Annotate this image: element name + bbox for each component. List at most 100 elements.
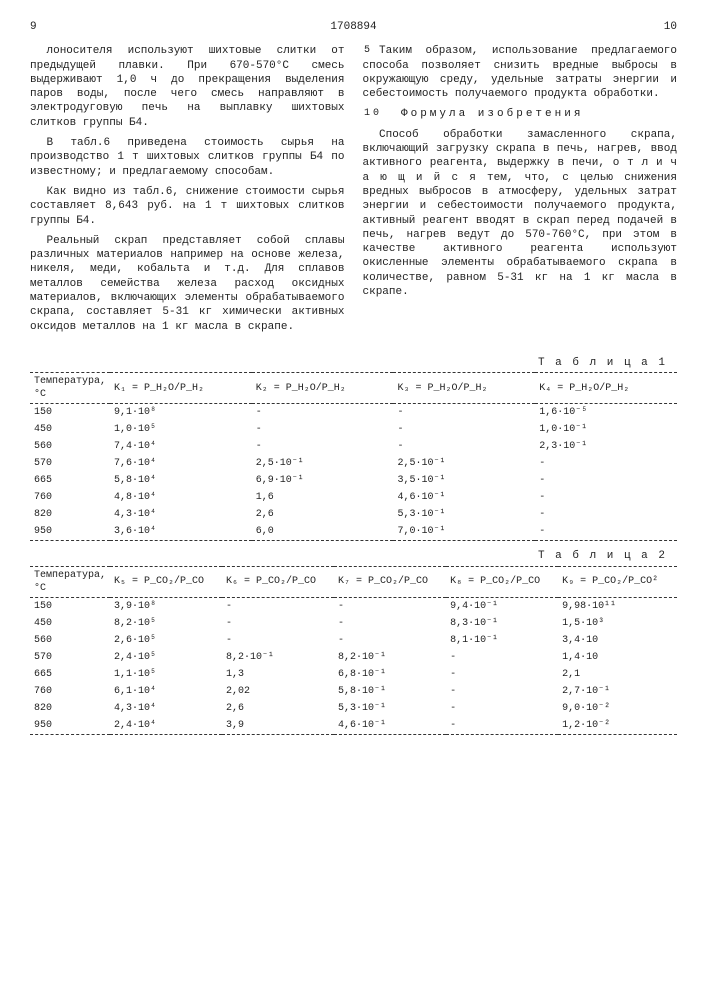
table-row: 7606,1·10⁴2,025,8·10⁻¹-2,7·10⁻¹ [30, 683, 677, 700]
table1-body: 1509,1·10⁸--1,6·10⁻⁵4501,0·10⁵--1,0·10⁻¹… [30, 404, 677, 541]
table-cell: 950 [30, 523, 110, 541]
table-cell: - [446, 683, 558, 700]
table-cell: 1,6·10⁻⁵ [535, 404, 677, 422]
line-no-5: 5 [348, 44, 371, 57]
patent-number: 1708894 [192, 20, 516, 34]
table-cell: 570 [30, 455, 110, 472]
table-cell: 570 [30, 649, 110, 666]
table-cell: 450 [30, 615, 110, 632]
table-cell: 6,8·10⁻¹ [334, 666, 446, 683]
table-row: 6655,8·10⁴6,9·10⁻¹3,5·10⁻¹- [30, 472, 677, 489]
text-columns: лоносителя используют шихтовые слитки от… [30, 44, 677, 340]
table-row: 4508,2·10⁵--8,3·10⁻¹1,5·10³ [30, 615, 677, 632]
table-row: 8204,3·10⁴2,65,3·10⁻¹-9,0·10⁻² [30, 700, 677, 717]
tables-section: Т а б л и ц а 1 Температура, °C K₁ = P_H… [30, 356, 677, 735]
table-cell: - [252, 421, 394, 438]
table-cell: 5,3·10⁻¹ [334, 700, 446, 717]
table-2: Температура, °C K₅ = P_CO₂/P_CO K₆ = P_C… [30, 566, 677, 735]
table-cell: 560 [30, 632, 110, 649]
t1-h0: Температура, °C [30, 373, 110, 404]
table-cell: - [334, 597, 446, 615]
table-1: Температура, °C K₁ = P_H₂O/P_H₂ K₂ = P_H… [30, 372, 677, 541]
table-cell: 7,0·10⁻¹ [393, 523, 535, 541]
table-row: 1509,1·10⁸--1,6·10⁻⁵ [30, 404, 677, 422]
table-cell: - [334, 632, 446, 649]
table-cell: - [222, 632, 334, 649]
table-cell: 1,6 [252, 489, 394, 506]
table-cell: 4,8·10⁴ [110, 489, 252, 506]
line-no-10: 10 [348, 107, 383, 120]
table-cell: 7,6·10⁴ [110, 455, 252, 472]
table-row: 5602,6·10⁵--8,1·10⁻¹3,4·10 [30, 632, 677, 649]
table-cell: 3,5·10⁻¹ [393, 472, 535, 489]
table-cell: 1,0·10⁻¹ [535, 421, 677, 438]
table-cell: 5,8·10⁻¹ [334, 683, 446, 700]
table-cell: 1,0·10⁵ [110, 421, 252, 438]
table-cell: 2,4·10⁴ [110, 717, 222, 735]
table-cell: - [222, 597, 334, 615]
table-cell: - [446, 717, 558, 735]
table-cell: 9,0·10⁻² [558, 700, 677, 717]
t2-h5: K₉ = P_CO₂/P_CO² [558, 566, 677, 597]
table-cell: 6,9·10⁻¹ [252, 472, 394, 489]
table-cell: 2,5·10⁻¹ [252, 455, 394, 472]
table-cell: 760 [30, 683, 110, 700]
t2-h3: K₇ = P_CO₂/P_CO [334, 566, 446, 597]
table-cell: 150 [30, 597, 110, 615]
table-row: 9503,6·10⁴6,07,0·10⁻¹- [30, 523, 677, 541]
table-cell: - [446, 700, 558, 717]
table-cell: 6,0 [252, 523, 394, 541]
table-cell: - [393, 438, 535, 455]
table-cell: 2,3·10⁻¹ [535, 438, 677, 455]
table-cell: 3,6·10⁴ [110, 523, 252, 541]
t2-h0: Температура, °C [30, 566, 110, 597]
table-cell: 1,4·10 [558, 649, 677, 666]
formula-title: 10Формула изобретения [363, 107, 678, 121]
table-cell: 820 [30, 506, 110, 523]
table-cell: 3,9·10⁸ [110, 597, 222, 615]
table-row: 5702,4·10⁵8,2·10⁻¹8,2·10⁻¹-1,4·10 [30, 649, 677, 666]
table-cell: - [222, 615, 334, 632]
left-column: лоносителя используют шихтовые слитки от… [30, 44, 345, 340]
table-cell: 4,3·10⁴ [110, 700, 222, 717]
table2-caption: Т а б л и ц а 2 [30, 549, 667, 563]
table-row: 4501,0·10⁵--1,0·10⁻¹ [30, 421, 677, 438]
table-cell: 3,4·10 [558, 632, 677, 649]
table-cell: 4,6·10⁻¹ [393, 489, 535, 506]
para-l3: Как видно из табл.6, снижение стоимости … [30, 185, 345, 228]
table1-caption: Т а б л и ц а 1 [30, 356, 667, 370]
table-cell: - [535, 489, 677, 506]
table-cell: 8,2·10⁵ [110, 615, 222, 632]
table-cell: - [446, 649, 558, 666]
table-cell: 7,4·10⁴ [110, 438, 252, 455]
table-cell: 8,1·10⁻¹ [446, 632, 558, 649]
t2-h4: K₈ = P_CO₂/P_CO [446, 566, 558, 597]
table-cell: 1,5·10³ [558, 615, 677, 632]
table-cell: 4,6·10⁻¹ [334, 717, 446, 735]
para-l2: В табл.6 приведена стоимость сырья на пр… [30, 136, 345, 179]
table-cell: 9,4·10⁻¹ [446, 597, 558, 615]
table-row: 1503,9·10⁸--9,4·10⁻¹9,98·10¹¹ [30, 597, 677, 615]
para-l1: лоносителя используют шихтовые слитки от… [30, 44, 345, 130]
table-cell: - [393, 404, 535, 422]
table-cell: - [446, 666, 558, 683]
table-cell: 450 [30, 421, 110, 438]
table-row: 9502,4·10⁴3,94,6·10⁻¹-1,2·10⁻² [30, 717, 677, 735]
table-row: 5607,4·10⁴--2,3·10⁻¹ [30, 438, 677, 455]
table-cell: 1,2·10⁻² [558, 717, 677, 735]
table-cell: 760 [30, 489, 110, 506]
table-cell: 2,02 [222, 683, 334, 700]
table-cell: - [252, 438, 394, 455]
table-cell: 2,7·10⁻¹ [558, 683, 677, 700]
table-cell: - [535, 523, 677, 541]
table-cell: 4,3·10⁴ [110, 506, 252, 523]
table-cell: 5,8·10⁴ [110, 472, 252, 489]
table2-head-row: Температура, °C K₅ = P_CO₂/P_CO K₆ = P_C… [30, 566, 677, 597]
table-cell: - [535, 506, 677, 523]
table-cell: 9,1·10⁸ [110, 404, 252, 422]
table-cell: 8,2·10⁻¹ [222, 649, 334, 666]
t1-h1: K₁ = P_H₂O/P_H₂ [110, 373, 252, 404]
table-cell: 3,9 [222, 717, 334, 735]
page-number-right: 10 [515, 20, 677, 34]
table-cell: 2,6 [222, 700, 334, 717]
